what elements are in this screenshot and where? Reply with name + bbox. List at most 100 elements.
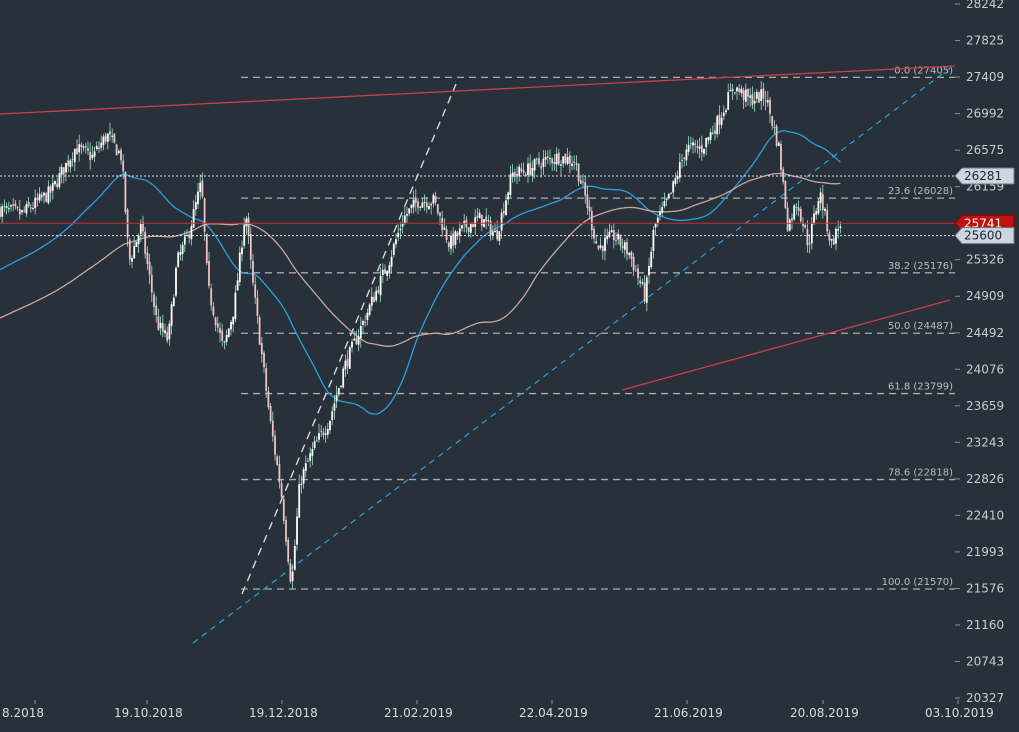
candle-bullish: [399, 221, 402, 240]
resistance-trendline[interactable]: [0, 65, 956, 115]
candle-bullish: [817, 198, 820, 216]
candle-bullish: [291, 564, 294, 589]
candle-body: [282, 499, 285, 521]
candle-body: [166, 331, 169, 341]
candle-body: [399, 228, 402, 231]
candle-body: [408, 208, 411, 214]
candle-body: [485, 216, 488, 222]
candle-body: [29, 207, 32, 209]
candle-bearish: [285, 516, 287, 547]
candle-body: [245, 218, 248, 227]
candle-body: [274, 435, 276, 455]
candle-bearish: [733, 91, 736, 96]
support-trendline[interactable]: [192, 67, 951, 644]
candle-bullish: [340, 384, 342, 389]
candle-bullish: [234, 285, 237, 323]
candle-body: [524, 174, 527, 177]
candle-body: [135, 241, 138, 248]
candle-bearish: [142, 215, 144, 237]
candle-body: [309, 453, 312, 461]
lower-trendline[interactable]: [621, 299, 951, 391]
candle-body: [443, 227, 446, 230]
candle-body: [520, 168, 523, 172]
candle-bearish: [637, 264, 639, 286]
candle-body: [109, 131, 111, 135]
candle-body: [676, 176, 679, 179]
candle-body: [289, 563, 292, 582]
candle-body: [1, 206, 4, 217]
candle-bullish: [388, 261, 391, 279]
candle-bullish: [38, 187, 41, 204]
candle-body: [663, 201, 666, 207]
candle-body: [247, 217, 250, 236]
candle-bearish: [258, 315, 261, 345]
candle-bullish: [183, 230, 186, 253]
candle-body: [318, 433, 320, 440]
candle-bearish: [568, 151, 571, 174]
candle-bearish: [221, 323, 224, 347]
candle-body: [238, 252, 241, 282]
candle-body: [249, 233, 252, 260]
candle-body: [681, 159, 683, 161]
candle-body: [346, 358, 349, 367]
candle-bearish: [579, 175, 582, 184]
candle-bearish: [694, 140, 697, 153]
candle-bearish: [564, 153, 567, 166]
candle-body: [236, 280, 239, 291]
candle-bearish: [425, 196, 428, 214]
candle-body: [208, 261, 210, 286]
candle-body: [131, 258, 133, 262]
candle-body: [685, 149, 688, 161]
candle-body: [73, 149, 76, 163]
candle-body: [804, 224, 807, 228]
candle-bearish: [496, 220, 499, 242]
candle-body: [194, 202, 197, 210]
candle-body: [683, 157, 686, 159]
candle-body: [538, 158, 540, 165]
candle-bearish: [630, 250, 633, 267]
candle-body: [487, 220, 490, 222]
price-level-lines: [0, 175, 955, 237]
y-tick-label: 23243: [966, 435, 1004, 449]
candle-body: [571, 163, 573, 167]
candle-body: [271, 420, 274, 437]
candle-bullish: [408, 208, 411, 217]
candle-body: [300, 483, 303, 485]
x-axis: 8.2018 19.10.2018 19.12.2018 21.02.2019 22.0…: [2, 700, 994, 720]
candle-body: [472, 223, 474, 228]
candle-bullish: [54, 180, 56, 187]
candle-body: [210, 288, 213, 306]
candle-bearish: [210, 283, 213, 311]
candle-body: [731, 88, 734, 92]
fib-level-label: 23.6 (26028): [888, 186, 953, 197]
candle-bearish: [322, 428, 325, 440]
candle-bearish: [263, 350, 265, 373]
candle-body: [60, 167, 63, 175]
candle-body: [91, 154, 94, 159]
candle-body: [47, 186, 50, 204]
candle-bullish: [450, 230, 452, 255]
candle-body: [364, 321, 367, 323]
candle-body: [403, 215, 406, 224]
candle-bullish: [744, 83, 747, 108]
candle-bullish: [7, 201, 10, 213]
candle-bearish: [476, 207, 479, 222]
trendlines[interactable]: [0, 65, 956, 644]
candle-body: [230, 321, 232, 330]
fibonacci-retracement[interactable]: 0.0 (27405) 23.6 (26028) 38.2 (25176) 50.0 …: [241, 65, 955, 595]
candle-body: [830, 238, 833, 241]
candle-bullish: [21, 209, 23, 216]
candle-bullish: [412, 190, 415, 214]
candle-bearish: [540, 162, 543, 178]
candle-bullish: [507, 191, 510, 205]
candle-bullish: [716, 114, 719, 138]
x-tick-label: 03.10.2019: [925, 706, 994, 720]
candle-body: [340, 385, 342, 387]
candle-bearish: [696, 139, 699, 154]
candle-bullish: [32, 201, 34, 211]
candle-bullish: [353, 330, 356, 341]
candle-body: [241, 247, 243, 255]
candle-body: [687, 144, 690, 152]
